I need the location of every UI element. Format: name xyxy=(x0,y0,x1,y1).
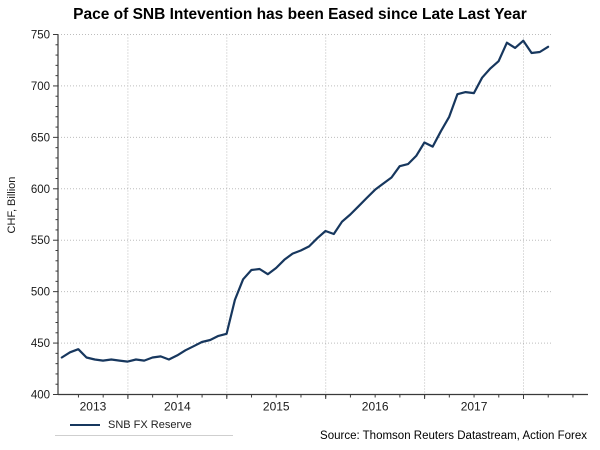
legend: SNB FX Reserve xyxy=(70,417,192,433)
y-tick-label: 700 xyxy=(31,81,50,93)
x-year-label: 2017 xyxy=(461,400,488,414)
y-tick-label: 750 xyxy=(31,30,50,42)
x-year-label: 2013 xyxy=(80,400,107,414)
x-year-label: 2016 xyxy=(362,400,389,414)
source-attribution: Source: Thomson Reuters Datastream, Acti… xyxy=(320,430,587,442)
series-line-swatch-icon xyxy=(70,423,100,427)
y-tick-label: 600 xyxy=(31,184,50,196)
y-tick-label: 450 xyxy=(31,338,50,350)
y-tick-label: 550 xyxy=(31,235,50,247)
fx-reserve-line xyxy=(60,39,550,363)
y-tick-label: 400 xyxy=(31,390,50,402)
x-year-label: 2014 xyxy=(164,400,191,414)
y-tick-label: 500 xyxy=(31,287,50,299)
chart-title: Pace of SNB Intevention has been Eased s… xyxy=(73,6,527,23)
y-tick-label: 650 xyxy=(31,132,50,144)
legend-divider xyxy=(55,435,233,436)
x-year-label: 2015 xyxy=(263,400,290,414)
legend-label: SNB FX Reserve xyxy=(108,419,192,431)
